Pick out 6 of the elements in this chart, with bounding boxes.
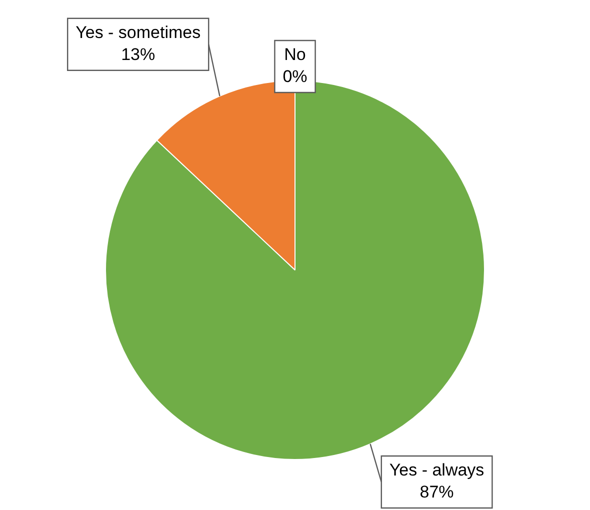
data-label: 87% [420, 482, 454, 502]
slice-label: Yes - always [389, 460, 484, 480]
data-label: 13% [121, 45, 156, 64]
slice-label: Yes - sometimes [76, 23, 201, 42]
category-label: No [284, 45, 306, 64]
text: 0% [282, 67, 308, 86]
